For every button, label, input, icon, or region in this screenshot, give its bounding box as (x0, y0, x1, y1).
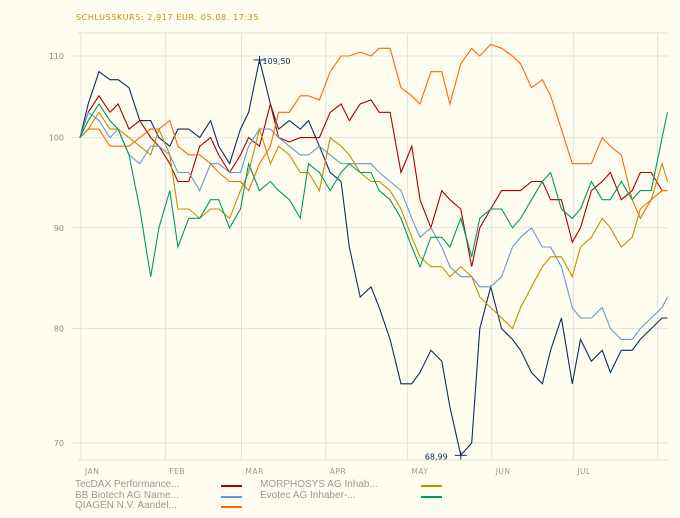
series-line-2 (79, 111, 668, 340)
x-tick-label: APR (330, 467, 346, 476)
y-tick-label: 100 (49, 134, 64, 143)
x-tick-label: FEB (169, 467, 185, 476)
x-tick-label: JUL (576, 467, 591, 476)
legend-label-bb-biotech: BB Biotech AG Name... (75, 490, 179, 501)
legend-swatch-qiagen (221, 506, 242, 508)
series-line-3 (79, 43, 668, 220)
legend-swatch-evotec (421, 496, 442, 498)
series-line-0 (79, 59, 668, 457)
x-tick-label: MAY (411, 467, 428, 476)
legend-label-tecdax: TecDAX Performance... (75, 479, 180, 490)
legend-label-qiagen: QIAGEN N.V. Aandel... (75, 500, 177, 511)
annotation-label: 109,50 (263, 57, 291, 66)
series-line-1 (79, 94, 668, 267)
legend-swatch-bb-biotech (221, 496, 242, 498)
series-line-5 (79, 102, 669, 277)
x-tick-label: JUN (495, 467, 511, 476)
legend-label-morphosys: MORPHOSYS AG Inhab... (260, 479, 378, 490)
legend-swatch-tecdax (221, 485, 242, 487)
legend-label-evotec: Evotec AG Inhaber-... (260, 490, 356, 501)
y-tick-label: 110 (49, 52, 64, 61)
x-tick-label: MAR (245, 467, 263, 476)
y-tick-label: 80 (54, 325, 64, 334)
y-tick-label: 70 (54, 439, 64, 448)
legend-swatch-morphosys (421, 485, 442, 487)
y-tick-label: 90 (54, 224, 64, 233)
annotation-label: 68,99 (425, 452, 448, 461)
chart-title: SCHLUSSKURS: 2,917 EUR, 05.08. 17:35 (76, 13, 260, 22)
x-tick-label: JAN (84, 467, 99, 476)
